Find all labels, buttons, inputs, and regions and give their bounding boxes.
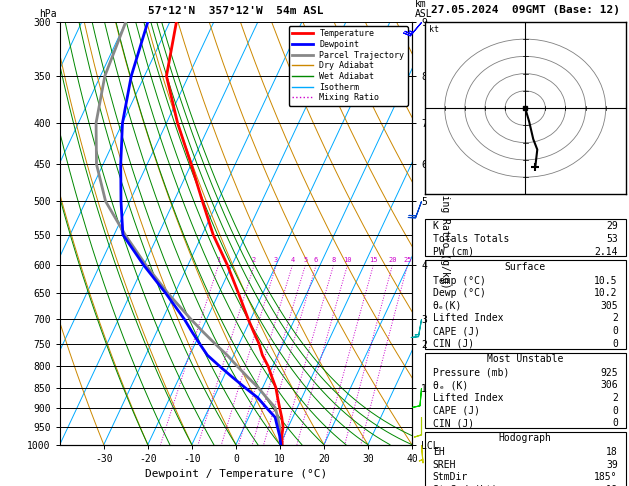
Text: Lifted Index: Lifted Index <box>433 393 503 403</box>
Text: 2.14: 2.14 <box>594 246 618 257</box>
Text: 57°12'N  357°12'W  54m ASL: 57°12'N 357°12'W 54m ASL <box>148 6 324 16</box>
Text: 306: 306 <box>600 381 618 390</box>
Text: StmDir: StmDir <box>433 472 468 483</box>
Text: 5: 5 <box>303 257 308 263</box>
Bar <box>425 432 626 486</box>
Text: 185°: 185° <box>594 472 618 483</box>
X-axis label: Dewpoint / Temperature (°C): Dewpoint / Temperature (°C) <box>145 469 327 479</box>
Text: 29: 29 <box>606 221 618 231</box>
Bar <box>425 219 626 257</box>
Text: 27.05.2024  09GMT (Base: 12): 27.05.2024 09GMT (Base: 12) <box>431 4 620 15</box>
Text: Pressure (mb): Pressure (mb) <box>433 368 509 378</box>
Text: CAPE (J): CAPE (J) <box>433 326 480 336</box>
Text: 305: 305 <box>600 301 618 311</box>
Text: CIN (J): CIN (J) <box>433 339 474 348</box>
Text: 0: 0 <box>612 405 618 416</box>
Text: Dewp (°C): Dewp (°C) <box>433 288 486 298</box>
Text: kt: kt <box>428 25 438 34</box>
Text: hPa: hPa <box>39 9 57 19</box>
Text: CIN (J): CIN (J) <box>433 418 474 428</box>
Y-axis label: Mixing Ratio (g/kg): Mixing Ratio (g/kg) <box>440 177 450 289</box>
Text: 15: 15 <box>369 257 377 263</box>
Text: 6: 6 <box>314 257 318 263</box>
Text: 20: 20 <box>388 257 397 263</box>
Text: PW (cm): PW (cm) <box>433 246 474 257</box>
Text: 0: 0 <box>612 326 618 336</box>
Text: 39: 39 <box>606 460 618 470</box>
Text: 53: 53 <box>606 234 618 244</box>
Text: SREH: SREH <box>433 460 456 470</box>
Text: 4: 4 <box>290 257 294 263</box>
Text: 0: 0 <box>612 418 618 428</box>
Bar <box>425 260 626 348</box>
Text: StmSpd (kt): StmSpd (kt) <box>433 485 498 486</box>
Text: Temp (°C): Temp (°C) <box>433 276 486 286</box>
Text: 3: 3 <box>274 257 278 263</box>
Text: CAPE (J): CAPE (J) <box>433 405 480 416</box>
Text: Lifted Index: Lifted Index <box>433 313 503 324</box>
Text: 925: 925 <box>600 368 618 378</box>
Text: 2: 2 <box>612 393 618 403</box>
Text: 10.2: 10.2 <box>594 288 618 298</box>
Text: Totals Totals: Totals Totals <box>433 234 509 244</box>
Text: 2: 2 <box>612 313 618 324</box>
Text: 10.5: 10.5 <box>594 276 618 286</box>
Text: 25: 25 <box>403 257 412 263</box>
Text: km
ASL: km ASL <box>415 0 433 19</box>
Text: EH: EH <box>433 447 444 457</box>
Text: 0: 0 <box>612 339 618 348</box>
Text: Most Unstable: Most Unstable <box>487 354 564 364</box>
Text: 10: 10 <box>343 257 352 263</box>
Text: 2: 2 <box>252 257 256 263</box>
Text: 1: 1 <box>216 257 221 263</box>
Text: K: K <box>433 221 438 231</box>
Legend: Temperature, Dewpoint, Parcel Trajectory, Dry Adiabat, Wet Adiabat, Isotherm, Mi: Temperature, Dewpoint, Parcel Trajectory… <box>289 26 408 105</box>
Text: Surface: Surface <box>504 262 546 272</box>
Text: θₑ(K): θₑ(K) <box>433 301 462 311</box>
Text: θₑ (K): θₑ (K) <box>433 381 468 390</box>
Text: 16: 16 <box>606 485 618 486</box>
Text: Hodograph: Hodograph <box>499 434 552 443</box>
Text: 8: 8 <box>331 257 336 263</box>
Bar <box>425 352 626 428</box>
Text: 18: 18 <box>606 447 618 457</box>
